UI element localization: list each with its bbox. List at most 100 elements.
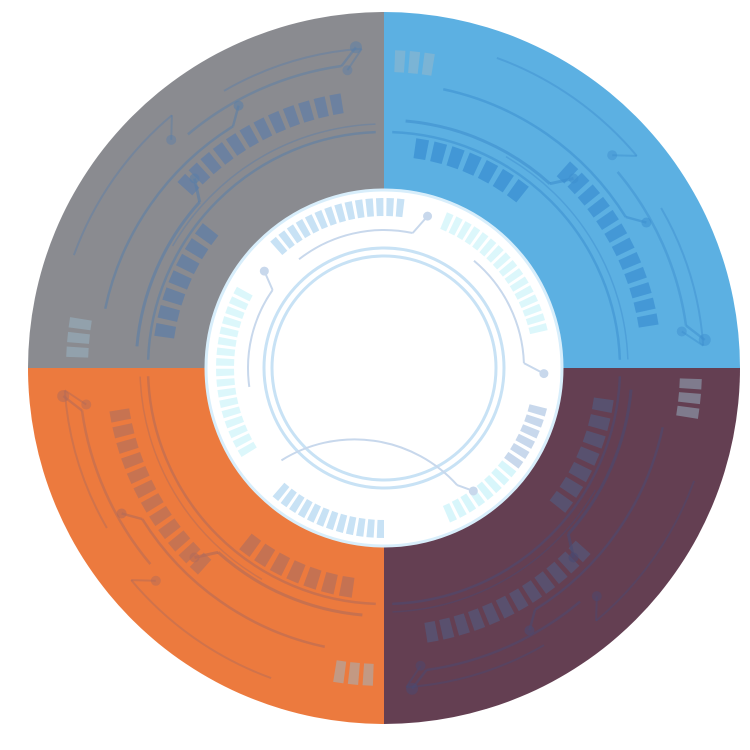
- inner-tick: [510, 443, 530, 460]
- inner-tick: [365, 198, 374, 217]
- segment-tick: [413, 138, 430, 161]
- segment-tick: [175, 253, 200, 275]
- inner-circuit-node-dot: [423, 211, 433, 221]
- inner-tick: [334, 203, 346, 223]
- circuit-arc: [130, 579, 272, 680]
- inner-tick: [316, 507, 330, 527]
- inner-white-circle: [204, 188, 564, 548]
- inner-tick: [525, 313, 546, 326]
- segment-tick: [462, 152, 482, 176]
- circuit-connector: [405, 665, 422, 688]
- circuit-node-dot: [568, 173, 579, 184]
- inner-tick: [216, 368, 235, 377]
- inner-tick: [229, 296, 249, 311]
- segment-tick: [239, 124, 259, 148]
- circuit-decorations: [57, 41, 711, 695]
- inner-tick: [492, 252, 511, 270]
- inner-tick: [325, 510, 339, 531]
- segment-tick: [188, 162, 211, 185]
- inner-tick: [286, 224, 303, 244]
- circuit-node-dot: [189, 173, 200, 184]
- segment-tick: [200, 151, 222, 175]
- inner-circuit-arc: [247, 289, 274, 388]
- segment-tick: [239, 533, 262, 558]
- segment-tick: [678, 392, 701, 405]
- segment-tick: [149, 505, 172, 527]
- segment-tick: [453, 613, 470, 636]
- inner-tick: [237, 441, 257, 458]
- circuit-node-dot: [524, 625, 535, 636]
- segment-tick: [604, 223, 628, 243]
- circuit-arc: [223, 47, 362, 92]
- segment-tick: [509, 588, 529, 612]
- segment-tick: [269, 552, 291, 577]
- inner-tick: [216, 347, 236, 357]
- segment-tick: [67, 331, 90, 344]
- segment-tick: [424, 620, 439, 643]
- inner-tick: [451, 498, 467, 518]
- circuit-connector: [346, 48, 363, 71]
- segment-tick: [140, 493, 164, 513]
- segment-tick: [521, 580, 543, 603]
- segment-tick: [568, 540, 591, 563]
- segment-tick: [329, 93, 344, 116]
- inner-tick: [491, 467, 510, 486]
- segment-tick: [158, 518, 181, 540]
- segment-tick: [439, 617, 455, 640]
- circuit-ring: [146, 130, 376, 360]
- inner-tick: [222, 316, 242, 329]
- inner-tick: [472, 232, 489, 251]
- segment-tick: [556, 161, 579, 184]
- inner-tick: [344, 201, 356, 221]
- segment-tick: [534, 571, 556, 594]
- segment-tick: [303, 566, 322, 590]
- circuit-arc: [616, 171, 688, 326]
- segment-tick: [591, 397, 614, 414]
- inner-tick: [356, 517, 366, 537]
- circuit-connector: [170, 115, 173, 140]
- inner-tick: [324, 206, 337, 226]
- segment-tick: [68, 317, 92, 331]
- segment-tick: [126, 466, 150, 485]
- segment-tick: [362, 663, 374, 686]
- inner-circuit-arc: [280, 438, 458, 486]
- circuit-node-dot: [166, 134, 177, 145]
- inner-tick: [442, 503, 457, 523]
- circuit-arc: [660, 207, 705, 346]
- circuit-node-dot: [342, 65, 353, 76]
- circuit-arc: [135, 201, 201, 347]
- circuit-node-dot: [568, 552, 579, 563]
- circuit-node-dot: [591, 591, 602, 602]
- segment-tick: [582, 430, 606, 449]
- inner-tick: [345, 516, 357, 536]
- segment-tick: [347, 662, 360, 685]
- segment-tick: [482, 602, 501, 626]
- segment-tick: [189, 552, 212, 575]
- segment-tick: [629, 282, 652, 299]
- circuit-ring: [172, 123, 376, 247]
- segment-tick: [253, 117, 273, 141]
- inner-tick: [314, 209, 328, 230]
- inner-tick: [272, 482, 290, 502]
- segment-tick: [567, 172, 590, 195]
- inner-tick: [295, 219, 311, 239]
- segment-tick: [184, 238, 209, 260]
- segment-tick: [167, 530, 191, 552]
- circuit-arc: [442, 88, 627, 218]
- circuit-arc: [63, 390, 108, 529]
- segment-tick: [133, 479, 157, 499]
- circuit-arc: [426, 600, 581, 672]
- segment-tick: [568, 461, 593, 483]
- inner-circuit-node-dot: [468, 486, 478, 496]
- inner-tick: [219, 397, 239, 408]
- circuit-arc: [104, 125, 234, 310]
- inner-tick: [228, 424, 248, 439]
- segment-tick: [596, 209, 619, 231]
- inner-tick: [440, 212, 454, 232]
- inner-tick: [278, 230, 295, 249]
- circuit-arc: [187, 64, 342, 136]
- segment-tick: [157, 304, 180, 322]
- segment-tick: [408, 51, 421, 74]
- inner-tick: [456, 221, 472, 241]
- segment-tick: [492, 168, 514, 193]
